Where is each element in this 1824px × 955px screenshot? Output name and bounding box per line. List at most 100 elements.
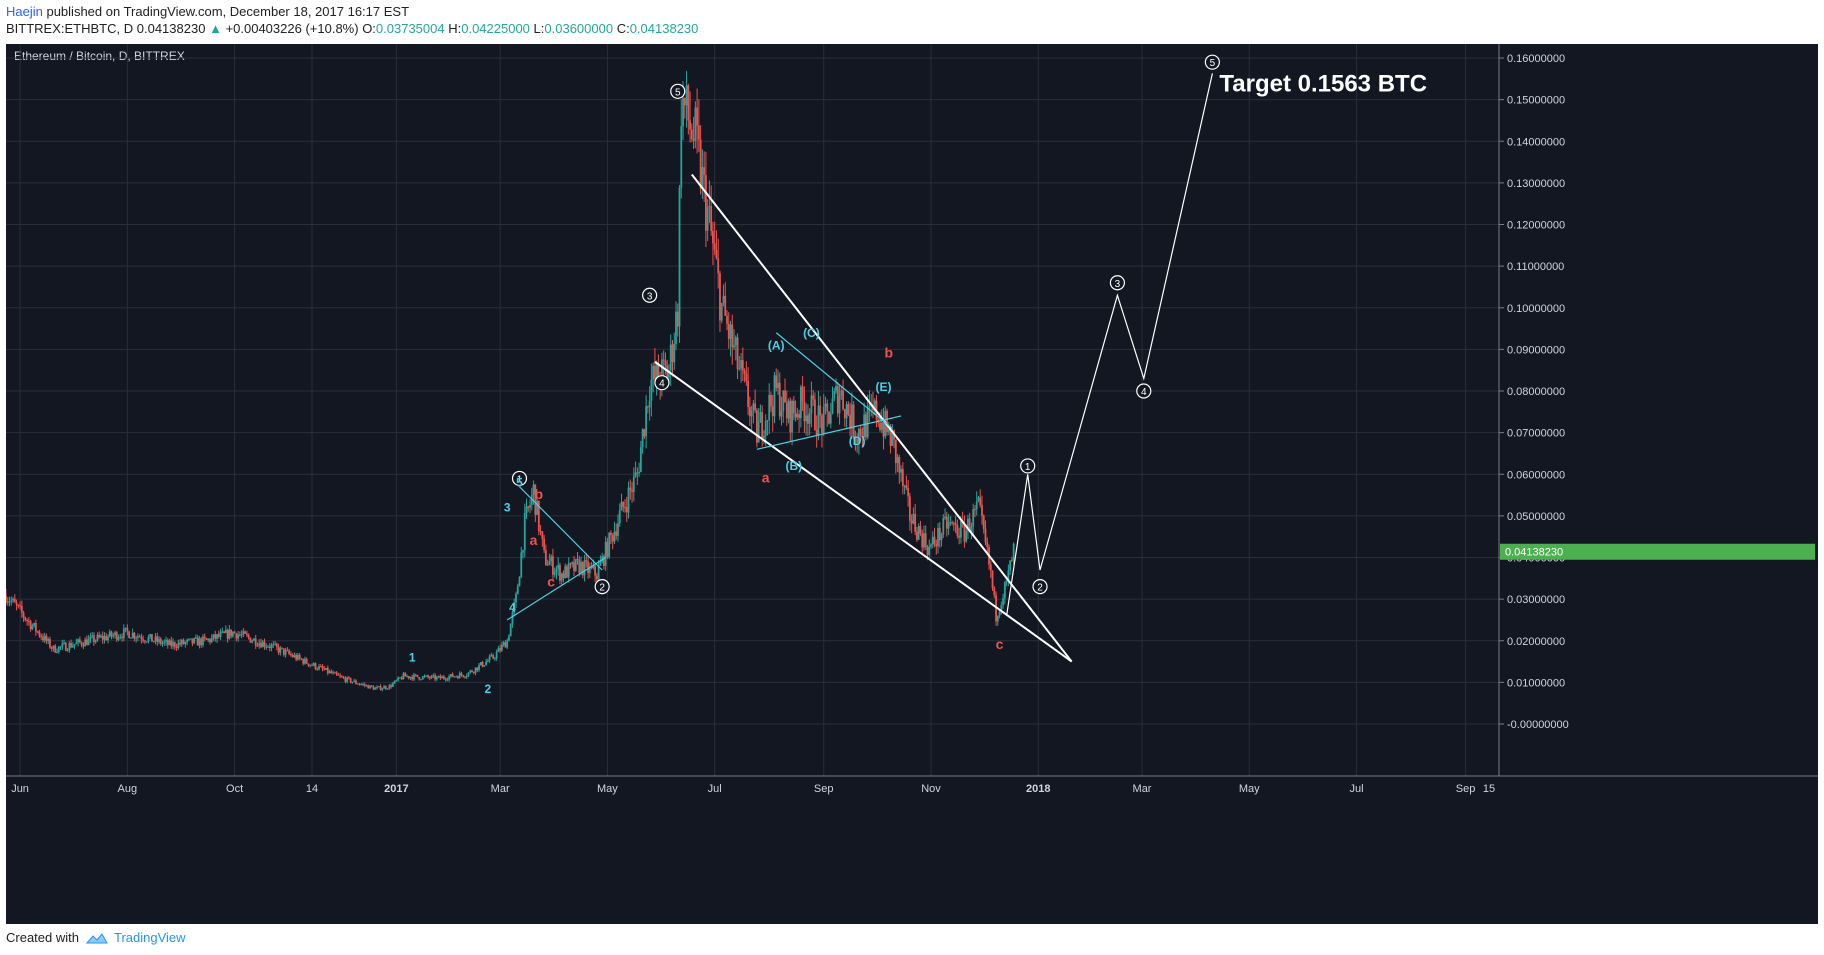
candle-body bbox=[775, 375, 778, 388]
candle-body bbox=[33, 622, 36, 626]
candle-body bbox=[921, 533, 924, 548]
candle-body bbox=[544, 550, 547, 565]
candle-body bbox=[355, 680, 357, 684]
candle-body bbox=[845, 404, 848, 419]
candle-body bbox=[782, 390, 785, 412]
candle-body bbox=[646, 406, 649, 408]
candle-body bbox=[497, 648, 500, 653]
candle-body bbox=[478, 665, 480, 671]
candle-body bbox=[768, 394, 771, 421]
wave-cyan-label: 2 bbox=[484, 682, 491, 696]
wave-circle bbox=[654, 375, 670, 391]
candle-body bbox=[78, 639, 81, 643]
wave-circle bbox=[1020, 458, 1036, 474]
candle-body bbox=[462, 675, 465, 677]
candle-body bbox=[256, 645, 259, 647]
candle-body bbox=[42, 637, 44, 641]
candle-body bbox=[189, 638, 192, 640]
candle-body bbox=[615, 531, 618, 536]
candle-body bbox=[511, 612, 514, 624]
candle-body bbox=[182, 639, 185, 644]
candle-body bbox=[295, 655, 298, 660]
candle-body bbox=[998, 611, 1001, 616]
candle-body bbox=[177, 642, 180, 648]
candle-body bbox=[358, 684, 361, 686]
candle-body bbox=[639, 447, 642, 472]
author-link[interactable]: Haejin bbox=[6, 4, 43, 19]
y-tick-label: 0.02000000 bbox=[1507, 636, 1565, 648]
candle-body bbox=[826, 403, 829, 412]
candle-body bbox=[682, 97, 684, 127]
candle-body bbox=[887, 429, 890, 432]
wave-circle bbox=[1032, 579, 1048, 595]
candle-body bbox=[31, 625, 34, 630]
candle-body bbox=[569, 563, 572, 565]
candle-body bbox=[221, 631, 224, 633]
candle-body bbox=[610, 532, 612, 536]
candle-body bbox=[669, 344, 672, 371]
candle-body bbox=[668, 370, 670, 378]
candle-body bbox=[799, 386, 802, 419]
x-tick-label: May bbox=[597, 783, 618, 795]
candle-body bbox=[397, 677, 400, 681]
candle-body bbox=[722, 295, 725, 304]
candle-body bbox=[288, 650, 291, 654]
candle-body bbox=[187, 639, 190, 641]
candle-body bbox=[652, 365, 655, 380]
candle-body bbox=[967, 518, 969, 531]
candle-body bbox=[854, 436, 857, 439]
candle-body bbox=[84, 639, 87, 647]
wave-circle-label: 4 bbox=[1136, 383, 1152, 399]
candle-body bbox=[319, 666, 322, 668]
candle-body bbox=[170, 640, 173, 647]
candle-body bbox=[374, 688, 377, 690]
candle-body bbox=[34, 622, 37, 632]
candle-body bbox=[45, 635, 48, 642]
candle-body bbox=[235, 633, 238, 639]
candle-body bbox=[622, 501, 625, 507]
candle-body bbox=[613, 531, 616, 542]
candle-body bbox=[335, 672, 338, 675]
tradingview-link[interactable]: TradingView bbox=[85, 930, 186, 945]
candle-body bbox=[736, 337, 739, 369]
candle-body bbox=[740, 360, 742, 369]
candle-body bbox=[115, 632, 118, 640]
candle-body bbox=[52, 645, 55, 649]
candle-body bbox=[828, 411, 830, 424]
candle-body bbox=[293, 655, 296, 657]
candle-body bbox=[284, 650, 287, 655]
candle-body bbox=[277, 646, 280, 653]
candle-body bbox=[522, 550, 524, 553]
chart-svg[interactable]: Ethereum / Bitcoin, D, BITTREX 0.16000000… bbox=[5, 44, 1818, 924]
candle-body bbox=[773, 375, 776, 417]
candle-body bbox=[145, 641, 148, 643]
candle-body bbox=[1002, 598, 1004, 606]
y-tick-label: 0.11000000 bbox=[1507, 261, 1564, 273]
candle-body bbox=[849, 414, 851, 429]
candle-body bbox=[719, 273, 721, 321]
candle-body bbox=[89, 636, 92, 639]
candle-body bbox=[493, 658, 496, 660]
candle-body bbox=[989, 564, 992, 571]
wave-letter-label: c bbox=[996, 636, 1004, 652]
candle-body bbox=[82, 645, 85, 647]
candle-body bbox=[184, 642, 187, 644]
price-chart[interactable]: Ethereum / Bitcoin, D, BITTREX 0.16000000… bbox=[5, 44, 1818, 924]
candle-body bbox=[379, 686, 382, 690]
candle-body bbox=[908, 496, 911, 521]
candle-body bbox=[868, 405, 871, 407]
candle-body bbox=[808, 413, 811, 424]
candle-body bbox=[879, 422, 881, 430]
candle-body bbox=[406, 676, 408, 678]
candle-body bbox=[557, 564, 560, 569]
candle-body bbox=[467, 672, 470, 676]
candle-body bbox=[704, 174, 707, 231]
candle-body bbox=[504, 642, 507, 648]
candle-body bbox=[710, 206, 713, 231]
candle-body bbox=[648, 400, 651, 408]
y-tick-label: 0.05000000 bbox=[1507, 511, 1565, 523]
candle-body bbox=[363, 684, 366, 686]
candle-body bbox=[77, 639, 80, 643]
candle-body bbox=[509, 623, 512, 637]
candle-body bbox=[597, 565, 600, 580]
